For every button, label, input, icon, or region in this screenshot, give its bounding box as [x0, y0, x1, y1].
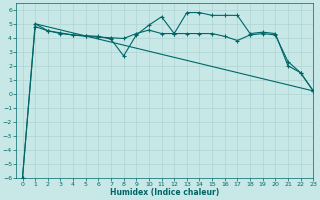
X-axis label: Humidex (Indice chaleur): Humidex (Indice chaleur) [110, 188, 219, 197]
